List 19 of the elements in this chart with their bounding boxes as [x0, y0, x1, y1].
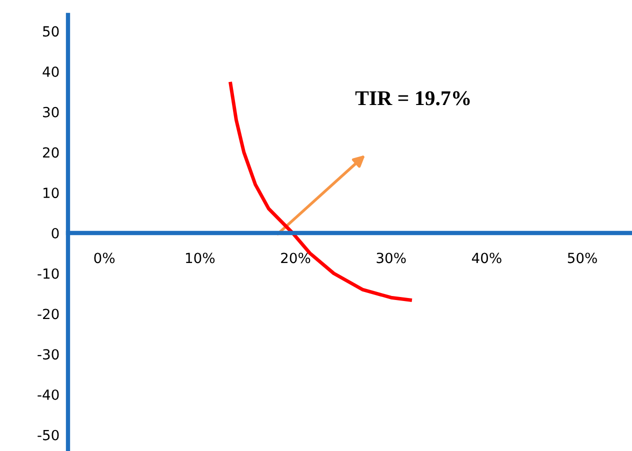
y-tick-label: -40: [38, 389, 59, 400]
y-tick-label: -30: [38, 349, 59, 360]
y-tick-label: -20: [38, 308, 59, 320]
y-tick-label: 0: [52, 228, 59, 238]
annotation: TIR = 19.7%: [355, 91, 470, 106]
y-tick-label: -50: [38, 430, 59, 440]
y-tick-label: 20: [43, 147, 59, 158]
x-tick-label: 10%: [186, 252, 215, 264]
y-tick-label: 50: [43, 26, 59, 37]
y-tick-label: 40: [42, 66, 59, 77]
x-tick-label: 30%: [376, 252, 406, 264]
y-tick-label: 30: [43, 106, 59, 118]
x-tick-label: 40%: [472, 252, 502, 264]
x-tick-label: 50%: [568, 252, 597, 264]
y-tick-label: 10: [44, 188, 59, 198]
x-tick-label: 20%: [281, 252, 310, 264]
y-tick-label: -10: [38, 268, 59, 279]
x-tick-label: 0%: [94, 252, 115, 264]
line-series: [228, 82, 412, 302]
